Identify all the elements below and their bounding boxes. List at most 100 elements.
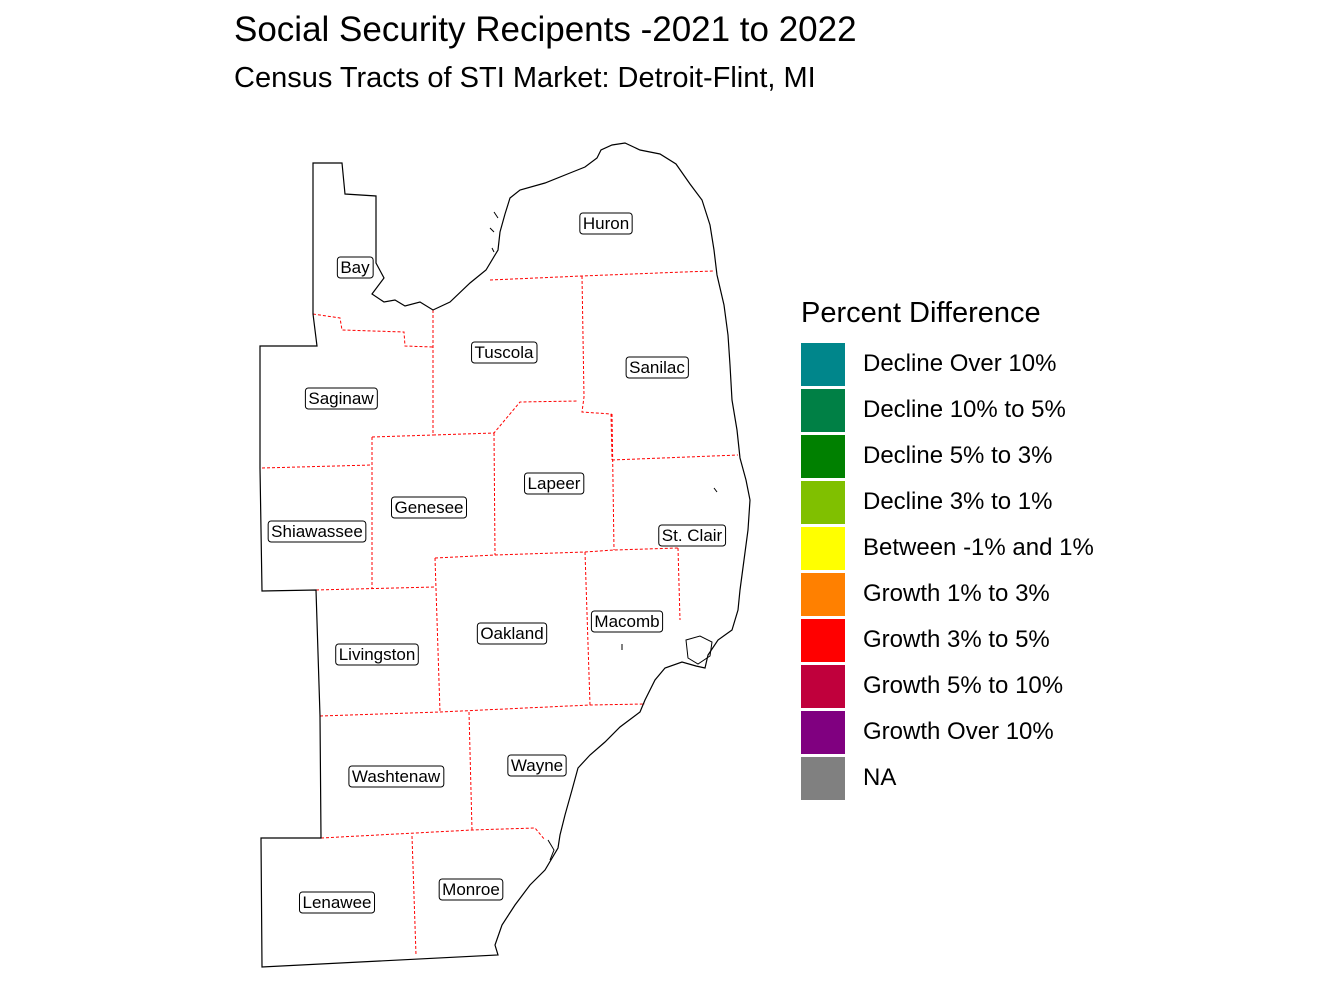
county-label-monroe: Monroe: [438, 878, 504, 901]
legend-label: Between -1% and 1%: [863, 534, 1094, 561]
border-lapeer-west: [493, 432, 496, 556]
county-label-text: Shiawassee: [271, 522, 363, 541]
border-oakland-west: [434, 557, 441, 713]
county-label-text: Saginaw: [308, 389, 374, 408]
county-label-text: Oakland: [480, 624, 543, 643]
county-label-genesee: Genesee: [391, 496, 467, 519]
border-macomb-west: [584, 551, 591, 706]
county-label-text: Monroe: [442, 880, 500, 899]
border-lapeer-south: [434, 547, 679, 559]
river-detail: [713, 487, 718, 493]
legend-swatch: [801, 527, 845, 570]
legend-item: Growth 1% to 3%: [801, 573, 1050, 619]
border-washtenaw-wayne: [468, 711, 473, 831]
county-label-box: [507, 754, 567, 777]
county-label-bay: Bay: [336, 256, 374, 279]
county-label-box: [524, 472, 585, 495]
county-label-tuscola: Tuscola: [471, 341, 538, 364]
legend-label: Decline 10% to 5%: [863, 396, 1066, 423]
county-label-box: [335, 643, 419, 666]
county-label-text: St. Clair: [662, 526, 723, 545]
county-label-shiawassee: Shiawassee: [267, 520, 367, 543]
legend-label: NA: [863, 764, 897, 791]
border-oakland-south: [319, 703, 646, 717]
border-washtenaw-south: [320, 827, 546, 841]
county-label-text: Lapeer: [528, 474, 581, 493]
county-label-box: [590, 610, 664, 633]
legend-label: Decline 3% to 1%: [863, 488, 1053, 515]
county-label-box: [348, 765, 445, 788]
legend-swatch: [801, 435, 845, 478]
county-label-huron: Huron: [579, 212, 633, 235]
border-macomb-east: [677, 547, 681, 621]
marker: [621, 644, 623, 650]
legend-swatch: [801, 619, 845, 662]
county-label-box: [625, 356, 689, 379]
legend-item: Growth Over 10%: [801, 711, 1054, 757]
county-label-st-clair: St. Clair: [658, 524, 727, 547]
county-label-box: [267, 520, 367, 543]
county-label-text: Macomb: [594, 612, 659, 631]
legend-title: Percent Difference: [801, 297, 1041, 329]
legend-item: Decline 5% to 3%: [801, 435, 1052, 481]
legend-label: Decline 5% to 3%: [863, 442, 1053, 469]
border-bay-saginaw: [312, 313, 434, 348]
legend-swatch: [801, 665, 845, 708]
county-label-box: [476, 622, 548, 645]
legend-label: Decline Over 10%: [863, 350, 1057, 377]
border-sanilac-stclair: [611, 454, 739, 461]
county-label-text: Genesee: [395, 498, 464, 517]
county-label-box: [304, 387, 378, 410]
legend-label: Growth Over 10%: [863, 718, 1054, 745]
border-huron-south: [489, 270, 715, 281]
lake-stclair-detail: [685, 635, 713, 665]
detroit-river-detail: [547, 839, 555, 861]
county-label-macomb: Macomb: [590, 610, 664, 633]
county-label-box: [579, 212, 633, 235]
legend-label: Growth 3% to 5%: [863, 626, 1050, 653]
legend-label: Growth 1% to 3%: [863, 580, 1050, 607]
county-label-lapeer: Lapeer: [524, 472, 585, 495]
county-label-box: [336, 256, 374, 279]
county-label-text: Washtenaw: [352, 767, 441, 786]
border-lapeer-east: [611, 413, 615, 551]
legend-swatch: [801, 711, 845, 754]
county-label-saginaw: Saginaw: [304, 387, 378, 410]
county-labels: Huron Bay Tuscola Sanilac Saginaw Lapeer Genes…: [267, 212, 727, 914]
legend-label: Growth 5% to 10%: [863, 672, 1064, 699]
legend-item: Decline Over 10%: [801, 343, 1056, 389]
county-label-box: [391, 496, 467, 519]
border-tuscola-south: [432, 400, 579, 436]
legend-item: Growth 3% to 5%: [801, 619, 1050, 665]
legend-item: Decline 10% to 5%: [801, 389, 1066, 435]
legend-swatch: [801, 481, 845, 524]
county-label-sanilac: Sanilac: [625, 356, 689, 379]
map-title: Social Security Recipents -2021 to 2022: [234, 10, 857, 49]
county-label-text: Tuscola: [475, 343, 534, 362]
border-genesee-north: [371, 434, 434, 438]
county-borders: [261, 270, 739, 956]
county-label-text: Huron: [583, 214, 629, 233]
county-label-oakland: Oakland: [476, 622, 548, 645]
legend-swatch: [801, 757, 845, 800]
county-label-text: Bay: [340, 258, 370, 277]
legend: Percent Difference Decline Over 10% Decli…: [801, 297, 1094, 803]
legend-swatch: [801, 389, 845, 432]
county-label-text: Wayne: [511, 756, 563, 775]
county-label-washtenaw: Washtenaw: [348, 765, 445, 788]
border-saginaw-shiawassee: [261, 464, 373, 469]
county-label-box: [298, 891, 376, 914]
legend-swatch: [801, 343, 845, 386]
thumb-bay-detail: [489, 211, 499, 253]
legend-item: NA: [801, 757, 1041, 803]
legend-item: Growth 5% to 10%: [801, 665, 1063, 711]
county-label-livingston: Livingston: [335, 643, 419, 666]
county-label-lenawee: Lenawee: [298, 891, 376, 914]
county-label-wayne: Wayne: [507, 754, 567, 777]
border-livingston-north: [315, 586, 436, 591]
legend-item: Between -1% and 1%: [801, 527, 1094, 573]
county-label-box: [658, 524, 727, 547]
legend-item: Decline 3% to 1%: [801, 481, 1052, 527]
county-label-text: Livingston: [339, 645, 416, 664]
